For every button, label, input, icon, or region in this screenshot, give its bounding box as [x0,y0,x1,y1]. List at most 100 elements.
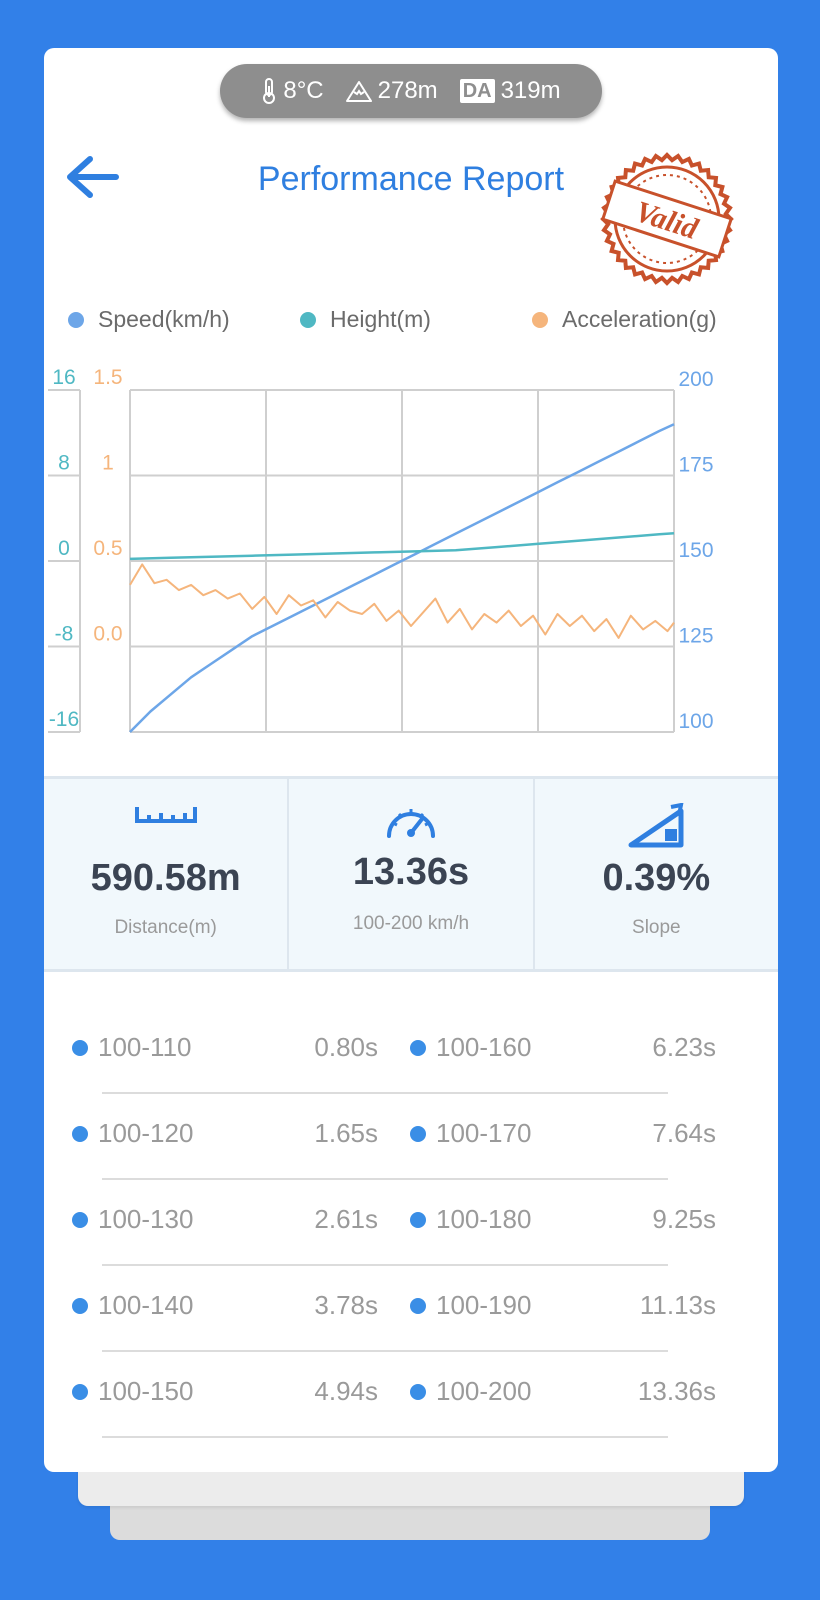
mountain-icon [345,81,372,102]
split-range: 100-140 [98,1290,194,1320]
split-right: 100-180 [410,1204,531,1235]
split-left: 100-140 [72,1290,193,1321]
height-tick-label: 16 [52,366,75,389]
legend-height-dot [300,311,316,328]
acceleration-tick-label: 0.0 [93,623,122,646]
bullet-icon [72,1125,88,1142]
altitude-value: 278m [377,77,438,104]
split-right: 100-170 [410,1118,531,1149]
split-row: 100-110 0.80s 100-160 6.23s [44,1008,778,1094]
time-value: 13.36s [352,851,470,893]
legend-acceleration-dot [532,311,548,328]
split-row: 100-140 3.78s 100-190 11.13s [44,1266,778,1352]
distance-value: 590.58m [90,857,241,899]
slope-label: Slope [632,917,681,938]
split-time: 0.80s [314,1032,378,1062]
bullet-icon [410,1297,426,1314]
height-tick-label: 8 [58,452,70,475]
legend-speed: Speed(km/h) [68,306,230,333]
stat-time: 13.36s 100-200 km/h [287,779,532,969]
slope-icon [628,803,684,848]
speed-series-line [129,423,675,733]
acceleration-series-line [129,563,675,639]
distance-label: Distance(m) [114,917,217,938]
legend-acceleration-label: Acceleration(g) [562,306,717,332]
split-right: 100-190 [410,1290,531,1321]
split-range: 100-150 [98,1376,194,1406]
bullet-icon [410,1211,426,1228]
split-left: 100-150 [72,1376,193,1407]
performance-report-card: 8°C 278m DA 319m Performance Report [44,48,778,1472]
chart-legend: Speed(km/h) Height(m) Acceleration(g) [44,306,778,340]
speed-tick-label: 125 [678,625,713,648]
bullet-icon [410,1383,426,1400]
split-right: 100-160 [410,1032,531,1063]
split-range: 100-190 [436,1290,532,1320]
legend-speed-dot [68,311,84,328]
split-time: 9.25s [652,1204,716,1234]
bullet-icon [72,1383,88,1400]
legend-acceleration: Acceleration(g) [532,306,717,333]
split-right: 100-200 [410,1376,531,1407]
altitude-reading: 278m [345,77,438,105]
bullet-icon [72,1211,88,1228]
split-row: 100-120 1.65s 100-170 7.64s [44,1094,778,1180]
split-time: 13.36s [637,1376,716,1406]
height-tick-label: 0 [58,537,70,560]
temperature-value: 8°C [283,77,324,104]
split-time: 11.13s [639,1290,716,1320]
back-button[interactable] [64,152,124,202]
bullet-icon [410,1125,426,1142]
back-arrow-icon [67,156,119,198]
performance-chart: 16 8 0 -8 -16 1.5 1 0.5 0.0 200 175 150 125 100 [48,366,714,733]
legend-speed-label: Speed(km/h) [98,306,230,332]
environment-pill: 8°C 278m DA 319m [220,64,602,118]
valid-stamp-icon: Valid [600,152,734,286]
speedometer-icon [386,809,435,838]
split-time: 3.78s [314,1290,378,1320]
density-altitude-label: DA [459,79,495,103]
split-range: 100-180 [436,1204,532,1234]
split-time: 1.65s [314,1118,378,1148]
density-altitude-reading: DA 319m [459,77,561,105]
stat-distance: 590.58m Distance(m) [44,779,287,969]
bullet-icon [410,1039,426,1056]
split-time: 2.61s [314,1204,378,1234]
split-times-list: 100-110 0.80s 100-160 6.23s 100-120 1.65… [44,1008,778,1438]
split-time: 7.64s [652,1118,716,1148]
split-left: 100-110 [72,1032,192,1063]
acceleration-tick-label: 0.5 [93,537,122,560]
split-range: 100-120 [98,1118,194,1148]
legend-height-label: Height(m) [330,306,431,332]
stat-slope: 0.39% Slope [532,779,778,969]
thermometer-icon [263,78,276,104]
speed-tick-label: 175 [678,454,713,477]
split-range: 100-110 [98,1032,192,1062]
bullet-icon [72,1039,88,1056]
legend-height: Height(m) [300,306,431,333]
split-range: 100-130 [98,1204,194,1234]
split-row: 100-130 2.61s 100-180 9.25s [44,1180,778,1266]
slope-value: 0.39% [602,857,711,899]
height-tick-label: -16 [49,708,79,731]
split-row: 100-150 4.94s 100-200 13.36s [44,1352,778,1438]
height-tick-label: -8 [55,623,74,646]
split-range: 100-200 [436,1376,532,1406]
page-title: Performance Report [257,160,565,198]
time-label: 100-200 km/h [352,913,470,934]
stats-panel: 590.58m Distance(m) 13.36s 100-200 km/h … [44,776,778,972]
speed-tick-label: 100 [678,710,713,733]
split-time: 4.94s [314,1376,378,1406]
acceleration-tick-label: 1 [102,452,114,475]
split-time: 6.23s [652,1032,716,1062]
split-range: 100-160 [436,1032,532,1062]
ruler-icon [134,807,197,823]
speed-tick-label: 200 [678,368,713,391]
bullet-icon [72,1297,88,1314]
split-left: 100-120 [72,1118,193,1149]
height-series-line [129,531,675,561]
acceleration-tick-label: 1.5 [93,366,122,389]
speed-tick-label: 150 [678,539,713,562]
density-altitude-value: 319m [500,77,561,104]
split-left: 100-130 [72,1204,193,1235]
